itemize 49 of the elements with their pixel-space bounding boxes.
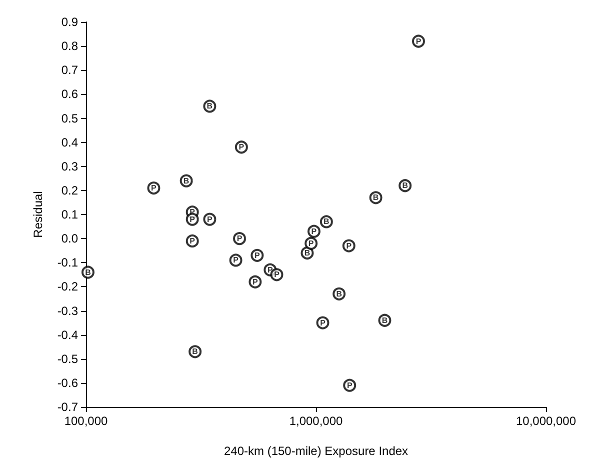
text: P	[320, 318, 326, 328]
series-label: B	[183, 176, 190, 186]
text: P	[190, 214, 196, 224]
y-tick-label: 0.1	[61, 208, 78, 222]
y-tick-label: 0.9	[61, 15, 78, 29]
text: P	[252, 277, 258, 286]
y-tick-label: 0.2	[61, 183, 78, 198]
text: B	[402, 181, 408, 190]
y-tick-label: 0.0	[61, 232, 78, 246]
text: B	[324, 217, 330, 226]
text: P	[190, 236, 196, 246]
y-tick-label: 0.7	[61, 63, 78, 78]
y-tick-label: -0.7	[57, 400, 78, 414]
text: P	[207, 214, 212, 224]
y-tick-label: 0.6	[61, 87, 78, 102]
y-tick-label: 0.8	[61, 39, 78, 54]
y-axis-title: Residual	[31, 191, 45, 238]
y-tick-label: -0.3	[57, 304, 78, 318]
text: P	[308, 238, 314, 248]
y-tick-label: -0.2	[57, 280, 78, 294]
text: B	[372, 193, 379, 202]
text: P	[311, 226, 317, 236]
y-tick-label: -0.5	[57, 352, 78, 366]
text: P	[346, 380, 352, 390]
y-tick-label: -0.4	[57, 328, 78, 342]
text: P	[274, 270, 280, 280]
x-tick-label: 10,000,000	[516, 414, 576, 428]
text: B	[192, 347, 198, 356]
text: P	[416, 36, 422, 46]
x-tick-label: 1,000,000	[289, 414, 344, 428]
text: P	[267, 265, 273, 274]
text: B	[304, 248, 310, 258]
y-tick-label: -0.6	[57, 376, 78, 390]
text: B	[336, 289, 342, 298]
text: P	[254, 250, 260, 260]
y-tick-label: -0.1	[57, 256, 78, 270]
text: P	[346, 241, 352, 250]
series-label: P	[236, 234, 243, 244]
y-tick-label: 0.4	[61, 135, 78, 150]
text: B	[382, 316, 388, 325]
y-tick-label: 0.3	[61, 159, 78, 174]
text: P	[233, 256, 238, 265]
text: P	[151, 184, 156, 193]
text: B	[85, 268, 91, 277]
y-tick-label: 0.5	[61, 111, 78, 126]
text: P	[238, 142, 244, 152]
x-axis-title: 240-km (150-mile) Exposure Index	[224, 444, 408, 458]
x-tick-label: 100,000	[64, 414, 108, 428]
text: B	[206, 102, 213, 111]
